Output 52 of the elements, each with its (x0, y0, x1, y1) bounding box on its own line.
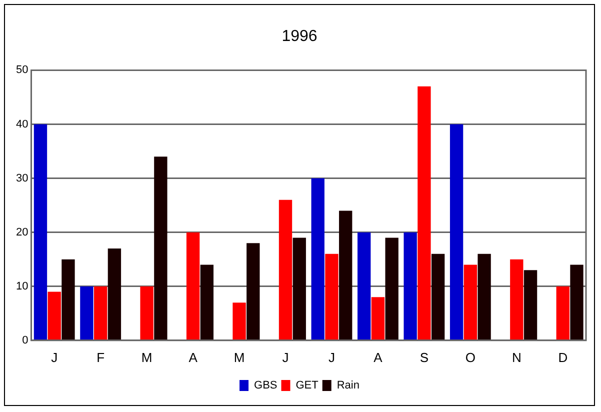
x-tick-label: A (188, 350, 198, 365)
x-tick-label: M (141, 350, 152, 365)
chart-title: 1996 (282, 28, 318, 46)
legend-label: Rain (336, 380, 360, 392)
bar (339, 210, 352, 340)
x-tick-label: J (328, 350, 335, 365)
bar (431, 254, 445, 340)
bar (371, 297, 385, 340)
x-tick-label: O (465, 350, 476, 365)
bar (404, 232, 417, 340)
x-tick-label: M (234, 350, 245, 365)
x-tick-label: A (374, 350, 383, 365)
x-tick-label: S (420, 350, 429, 365)
bar (524, 270, 538, 340)
bar (292, 238, 306, 340)
bar (186, 232, 200, 340)
bar (556, 286, 570, 340)
bar (510, 259, 524, 340)
bar (464, 264, 478, 340)
bar (154, 156, 168, 340)
legend-label: GET (296, 380, 319, 392)
bar (34, 124, 48, 340)
bar (246, 243, 260, 340)
bar (62, 259, 75, 340)
y-tick-label: 10 (16, 280, 28, 292)
bar (325, 254, 338, 340)
x-tick-label: J (51, 350, 58, 365)
bar (385, 238, 398, 340)
bar (140, 286, 154, 340)
bar (108, 248, 122, 340)
bar (278, 200, 292, 340)
bar (450, 124, 464, 340)
y-tick-label: 20 (16, 226, 28, 238)
bar (478, 254, 491, 340)
bar (570, 264, 584, 340)
x-tick-label: D (558, 350, 568, 365)
legend-label: GBS (254, 380, 278, 392)
bar (358, 232, 371, 340)
y-tick-label: 30 (16, 172, 28, 184)
y-tick-label: 0 (22, 334, 28, 346)
bar (232, 302, 246, 340)
bar (200, 264, 214, 340)
x-tick-label: F (96, 350, 105, 365)
x-tick-label: N (512, 350, 522, 365)
bar (418, 86, 431, 340)
bar (311, 178, 324, 340)
bar (94, 286, 108, 340)
y-tick-label: 50 (16, 64, 28, 76)
x-tick-label: J (282, 350, 289, 365)
bar (80, 286, 94, 340)
bar (48, 292, 61, 340)
y-tick-label: 40 (16, 118, 28, 130)
